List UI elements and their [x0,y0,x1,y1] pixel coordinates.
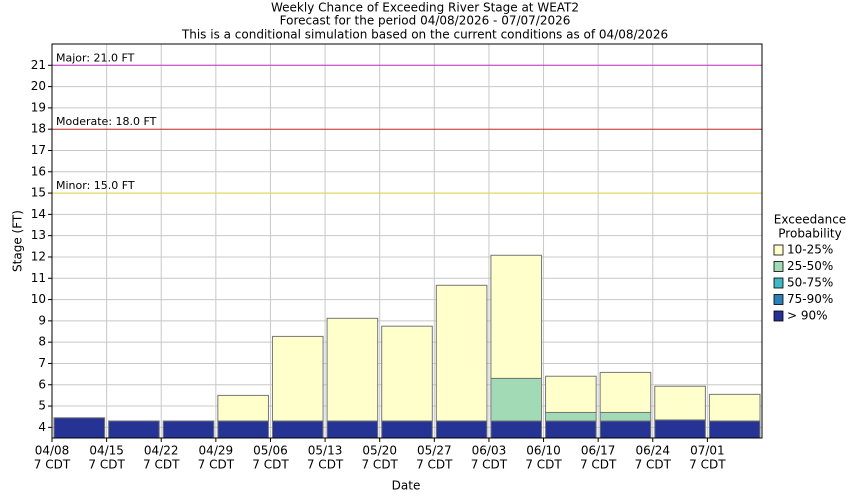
y-tick-label: 20 [31,79,46,93]
bar-segment [599,371,652,413]
flood-label: Moderate: 18.0 FT [56,115,157,128]
legend-label: 75-90% [787,292,833,306]
y-tick-label: 19 [31,100,46,114]
y-tick-label: 6 [38,377,46,391]
bar-segment [435,420,488,439]
flood-label: Major: 21.0 FT [56,51,135,64]
x-tick-label: 05/13 [308,444,343,458]
bar-segment [381,325,433,422]
bar-segment [381,420,433,439]
bar-segment [217,420,269,439]
legend-swatch [773,244,784,256]
x-tick-label: 04/08 [35,444,70,458]
x-tick-label: 7 CDT [143,458,180,472]
legend-title: Probability [778,227,841,241]
y-tick-label: 18 [31,122,46,136]
y-tick-label: 11 [31,271,46,285]
legend-label: 25-50% [787,259,833,273]
bar-segment [545,375,597,413]
legend-swatch [773,294,784,305]
bar-segment [217,394,269,422]
x-tick-label: 7 CDT [525,458,562,472]
chart-subtitle: This is a conditional simulation based o… [181,28,668,42]
y-tick-label: 17 [31,143,46,157]
bar-segment [599,411,652,422]
x-tick-label: 06/24 [635,444,670,458]
x-tick-label: 05/20 [362,444,397,458]
x-tick-label: 04/22 [144,444,179,458]
x-tick-label: 7 CDT [88,458,125,472]
bar-segment [326,420,379,439]
y-tick-label: 4 [38,420,46,434]
legend-swatch [773,261,784,272]
x-tick-label: 7 CDT [689,458,726,472]
x-tick-label: 7 CDT [580,458,617,472]
y-tick-label: 10 [31,292,46,306]
x-tick-label: 06/17 [581,444,616,458]
y-tick-label: 13 [31,228,46,242]
flood-label: Minor: 15.0 FT [56,179,135,192]
x-tick-label: 06/03 [472,444,507,458]
legend-label: > 90% [787,309,828,323]
bar-segment [326,317,379,422]
y-tick-label: 15 [31,186,46,200]
bar-segment [490,420,543,439]
legend-title: Exceedance [774,213,846,227]
y-tick-label: 7 [38,356,46,370]
x-tick-label: 7 CDT [471,458,508,472]
y-tick-label: 5 [38,399,46,413]
bar-segment [654,419,706,439]
x-tick-label: 7 CDT [307,458,344,472]
x-tick-label: 7 CDT [252,458,289,472]
x-tick-label: 07/01 [690,444,725,458]
x-tick-label: 7 CDT [34,458,71,472]
bar-segment [490,377,543,422]
y-tick-label: 14 [31,207,46,221]
bar-segment [162,420,215,439]
legend-label: 50-75% [787,276,833,290]
x-tick-label: 04/29 [199,444,234,458]
chart-subtitle: Forecast for the period 04/08/2026 - 07/… [280,14,571,28]
bar-segment [545,420,597,439]
bar-segment [599,420,652,439]
bar-segment [271,420,324,439]
plot-border [51,43,763,439]
bar-segment [708,420,761,439]
x-tick-label: 7 CDT [416,458,453,472]
x-tick-label: 06/10 [526,444,561,458]
bar-segment [708,393,761,422]
bar-segment [490,254,543,379]
bar-segment [435,284,488,422]
bar-segment [654,385,706,421]
x-tick-label: 7 CDT [198,458,235,472]
legend-swatch [773,310,784,322]
x-tick-label: 7 CDT [361,458,398,472]
y-tick-label: 16 [31,164,46,178]
x-axis-label: Date [392,479,421,493]
x-tick-label: 05/27 [417,444,452,458]
bar-segment [53,417,106,439]
y-axis-label: Stage (FT) [11,210,25,272]
y-tick-label: 12 [31,249,46,263]
bar-segment [545,411,597,422]
y-tick-label: 9 [38,313,46,327]
chart-title: Weekly Chance of Exceeding River Stage a… [271,1,579,15]
x-tick-label: 05/06 [253,444,288,458]
x-tick-label: 7 CDT [635,458,672,472]
y-tick-label: 21 [31,58,46,72]
legend-label: 10-25% [787,243,833,257]
legend-swatch [773,277,784,289]
bar-segment [108,420,160,439]
x-tick-label: 04/15 [89,444,124,458]
y-tick-label: 8 [38,335,46,349]
bar-segment [271,335,324,422]
